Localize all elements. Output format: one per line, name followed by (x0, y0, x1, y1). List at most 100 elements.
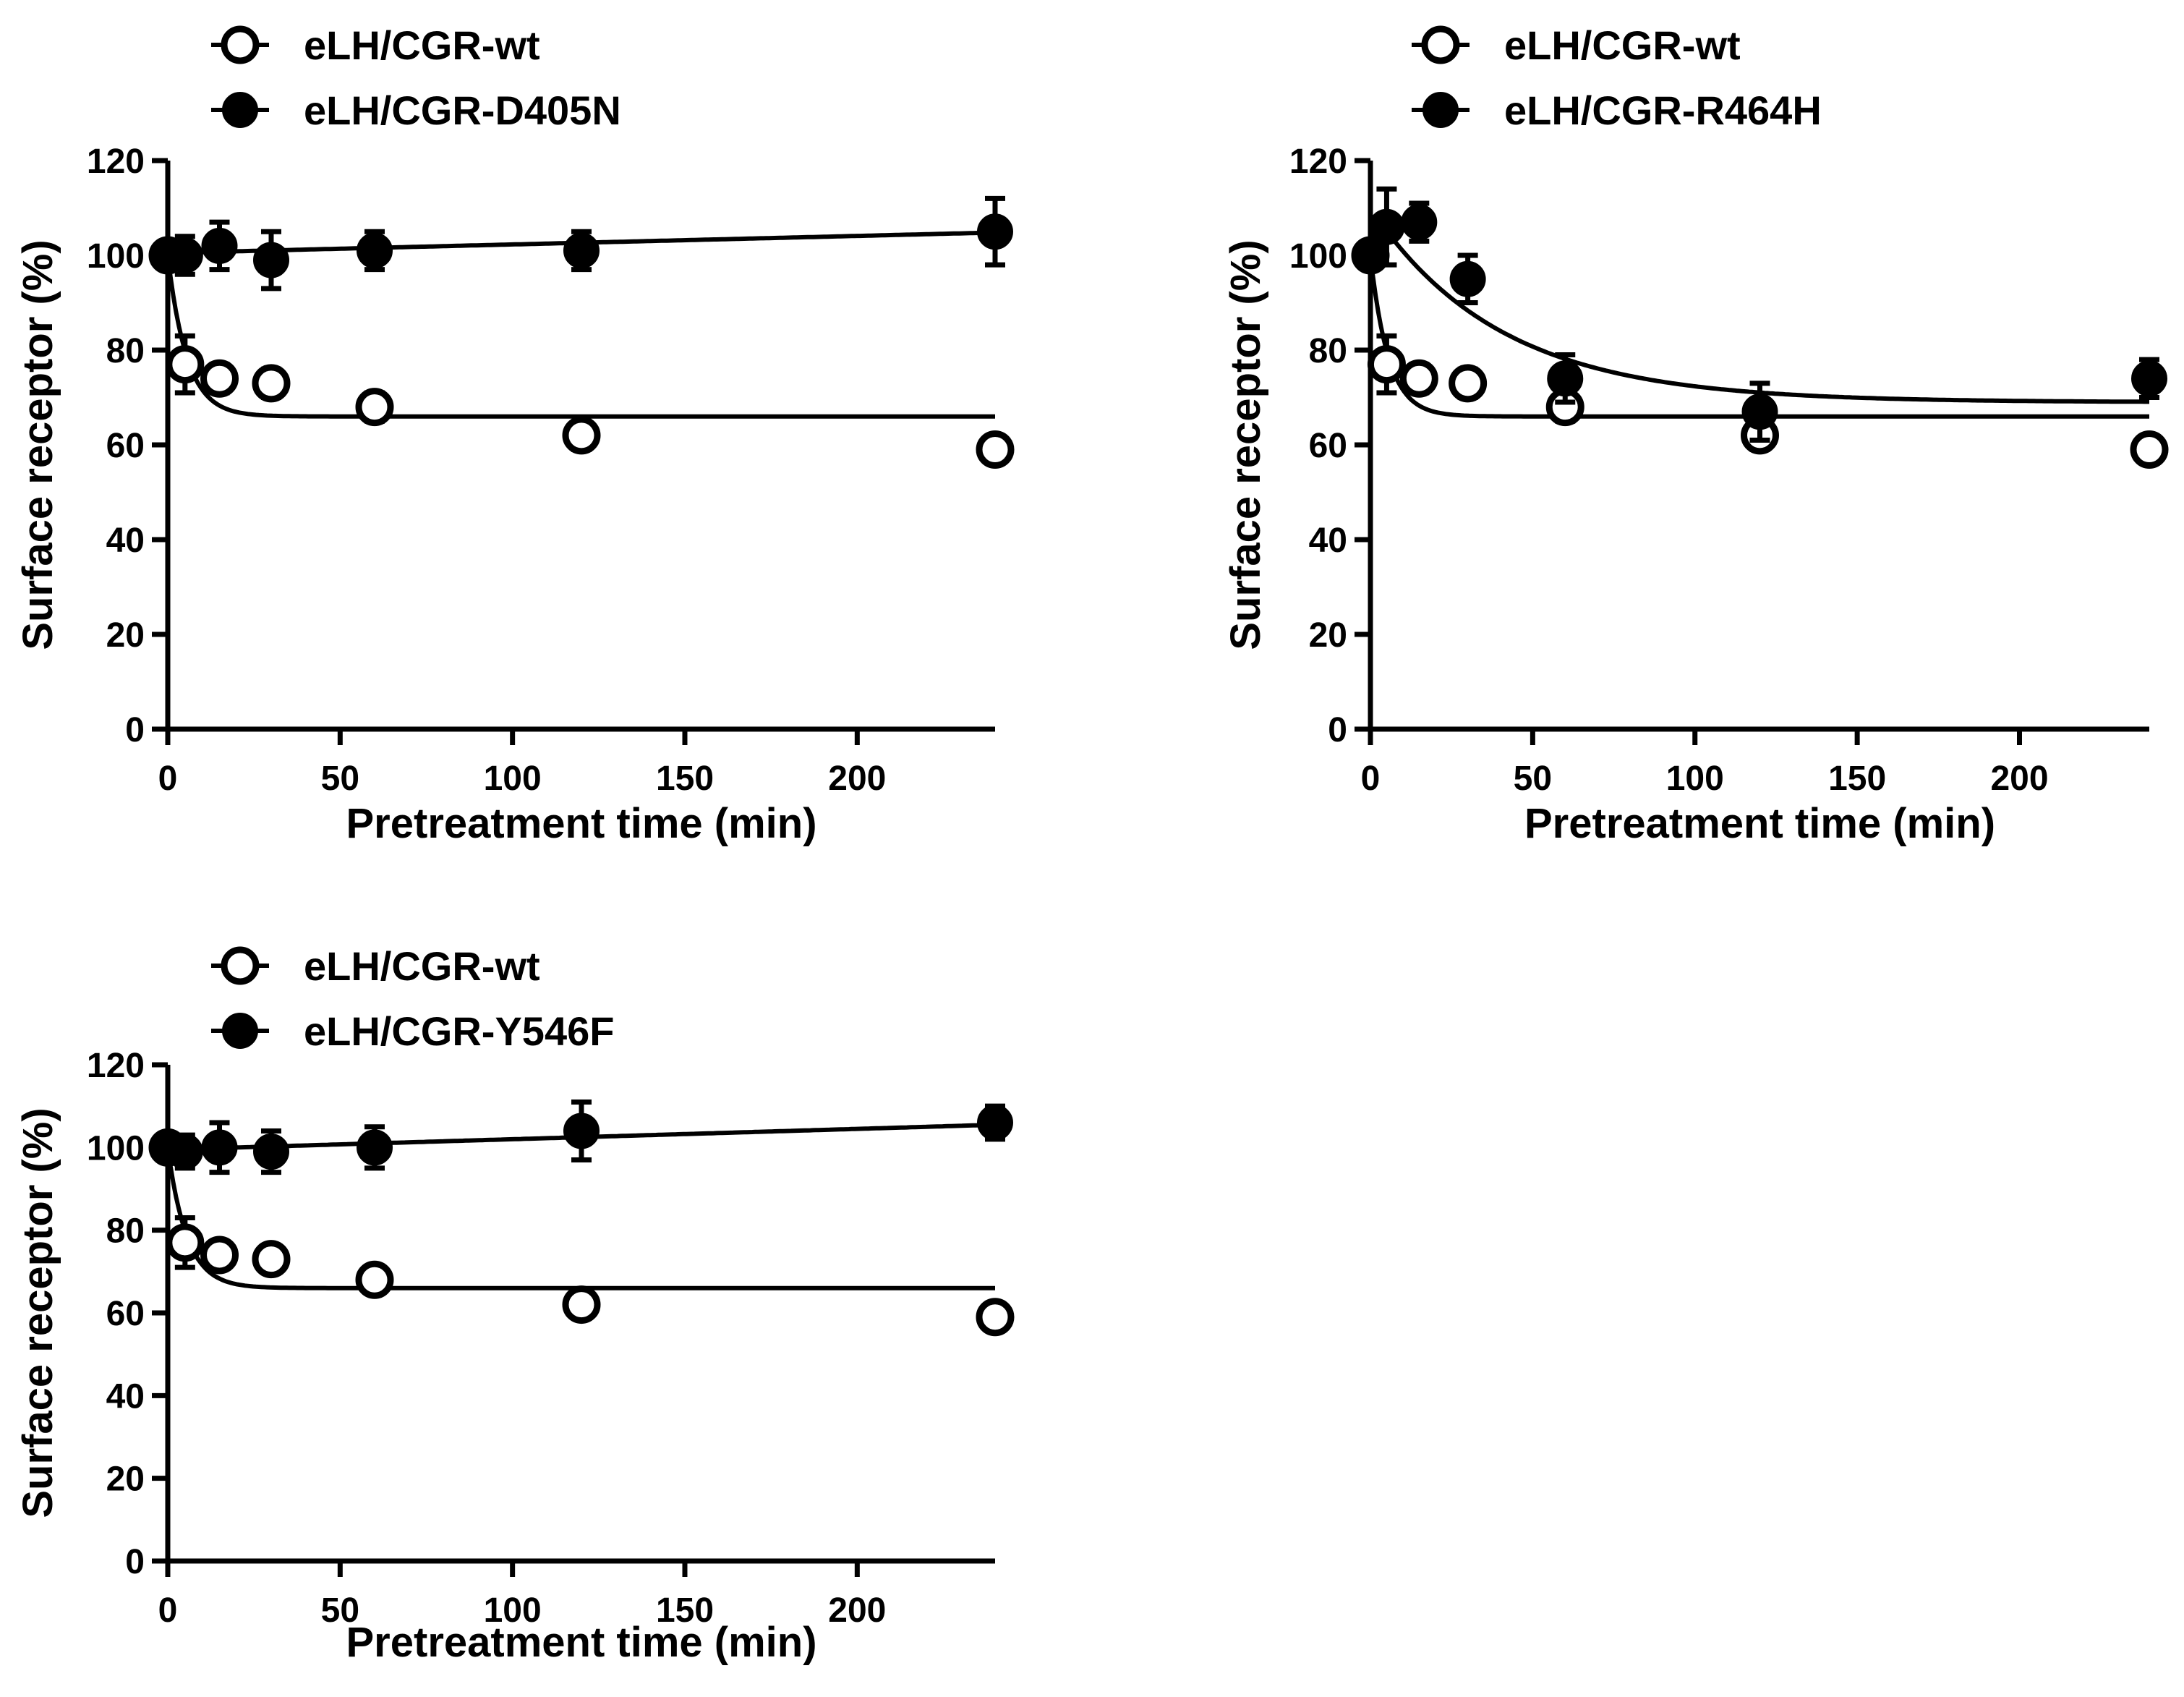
legend-label: eLH/CGR-D405N (304, 88, 621, 133)
data-point-open (1367, 345, 1406, 384)
data-point-open (562, 416, 601, 455)
data-point-open (252, 364, 291, 403)
data-point-open (200, 359, 239, 398)
y-tick-label: 0 (125, 1543, 145, 1581)
chart-top-left: 0 20 40 60 80 100 120 0 50 100 150 200 Pretreatment … (14, 22, 1015, 847)
data-point-filled (357, 232, 393, 269)
data-point-open (1449, 364, 1488, 403)
legend-marker-open (221, 946, 260, 985)
chart-bottom-left: 0 20 40 60 80 100 120 0 50 100 150 200 Pretreatment … (14, 943, 1015, 1666)
data-point-open (200, 1235, 239, 1275)
x-tick-label: 200 (1990, 760, 2048, 798)
y-tick-label: 20 (1309, 616, 1347, 655)
y-tick-label: 40 (1309, 522, 1347, 560)
x-tick-label: 150 (1828, 760, 1886, 798)
x-axis-title: Pretreatment time (min) (346, 800, 816, 847)
legend-entry: eLH/CGR-D405N (211, 88, 621, 133)
x-axis-title: Pretreatment time (min) (346, 1619, 816, 1666)
y-tick-label: 100 (87, 237, 145, 276)
data-point-open (2130, 430, 2169, 469)
x-axis-title: Pretreatment time (min) (1524, 800, 1995, 847)
data-point-filled (1449, 260, 1486, 297)
data-point-filled (1547, 360, 1584, 397)
data-point-filled (563, 232, 600, 269)
legend-label: eLH/CGR-wt (1504, 22, 1741, 68)
y-tick-label: 120 (87, 143, 145, 181)
fit-curve-filled (1378, 221, 2149, 404)
data-point-open (355, 1260, 394, 1299)
y-tick-label: 40 (106, 522, 145, 560)
y-axis-title: Surface receptor (%) (14, 239, 61, 650)
x-tick-label: 150 (656, 1591, 714, 1630)
data-point-filled (2131, 360, 2167, 397)
x-tick-label: 0 (158, 760, 178, 798)
x-tick-label: 100 (484, 1591, 542, 1630)
data-point-open (976, 1298, 1015, 1337)
y-tick-label: 20 (106, 616, 145, 655)
x-tick-label: 150 (656, 760, 714, 798)
data-point-filled (201, 1129, 238, 1166)
legend-marker-filled (222, 92, 258, 128)
data-point-filled (1741, 394, 1778, 430)
y-tick-label: 0 (1328, 711, 1347, 749)
data-point-open (1399, 359, 1438, 398)
data-point-open (562, 1285, 601, 1324)
legend-entry: eLH/CGR-wt (211, 943, 540, 989)
data-point-open (166, 1223, 205, 1262)
legend-marker-filled (222, 1013, 258, 1049)
data-point-filled (166, 1134, 203, 1170)
x-tick-label: 0 (158, 1591, 178, 1630)
data-point-filled (253, 242, 289, 278)
data-point-filled (166, 237, 203, 273)
y-tick-label: 80 (1309, 332, 1347, 370)
data-point-filled (1368, 208, 1405, 245)
data-point-open (976, 430, 1015, 469)
data-point-open (166, 345, 205, 384)
y-axis-title: Surface receptor (%) (14, 1107, 61, 1518)
y-tick-label: 20 (106, 1460, 145, 1499)
y-tick-label: 60 (106, 427, 145, 465)
x-tick-label: 50 (321, 760, 359, 798)
legend-marker-filled (1422, 92, 1459, 128)
y-tick-label: 60 (1309, 427, 1347, 465)
data-point-open (252, 1240, 291, 1279)
y-tick-label: 80 (106, 332, 145, 370)
legend-label: eLH/CGR-Y546F (304, 1008, 614, 1054)
legend-marker-open (221, 25, 260, 64)
legend-entry: eLH/CGR-R464H (1412, 88, 1822, 133)
data-point-filled (1352, 237, 1389, 273)
legend-label: eLH/CGR-R464H (1504, 88, 1822, 133)
y-tick-label: 40 (106, 1377, 145, 1416)
legend-entry: eLH/CGR-wt (211, 22, 540, 68)
y-axis-title: Surface receptor (%) (1222, 239, 1269, 650)
x-tick-label: 200 (828, 760, 886, 798)
legend-label: eLH/CGR-wt (304, 943, 540, 989)
y-tick-label: 120 (87, 1047, 145, 1085)
data-point-filled (1401, 204, 1438, 241)
x-tick-label: 0 (1361, 760, 1381, 798)
legend-entry: eLH/CGR-Y546F (211, 1008, 614, 1054)
y-tick-label: 0 (125, 711, 145, 749)
y-tick-label: 120 (1289, 143, 1347, 181)
data-point-filled (977, 1105, 1013, 1141)
data-point-open (355, 388, 394, 427)
x-tick-label: 200 (828, 1591, 886, 1630)
x-tick-label: 50 (1514, 760, 1552, 798)
data-point-filled (201, 227, 238, 264)
y-tick-label: 60 (106, 1295, 145, 1333)
x-tick-label: 100 (1666, 760, 1724, 798)
legend-entry: eLH/CGR-wt (1412, 22, 1741, 68)
data-point-filled (563, 1113, 600, 1149)
fit-curve-open (166, 1147, 995, 1290)
data-point-filled (357, 1129, 393, 1166)
y-tick-label: 100 (87, 1129, 145, 1168)
legend-marker-open (1421, 25, 1460, 64)
chart-top-right: 0 20 40 60 80 100 120 0 50 100 150 200Pretreatment … (1222, 22, 2169, 847)
x-tick-label: 100 (484, 760, 542, 798)
legend-label: eLH/CGR-wt (304, 22, 540, 68)
fit-curve-open (166, 255, 995, 419)
y-tick-label: 80 (106, 1212, 145, 1251)
data-point-filled (253, 1134, 289, 1170)
x-tick-label: 50 (321, 1591, 359, 1630)
